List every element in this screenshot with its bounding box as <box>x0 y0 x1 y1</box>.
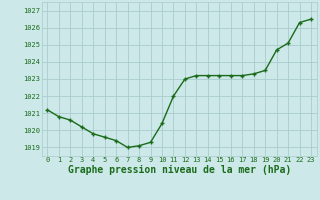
X-axis label: Graphe pression niveau de la mer (hPa): Graphe pression niveau de la mer (hPa) <box>68 165 291 175</box>
